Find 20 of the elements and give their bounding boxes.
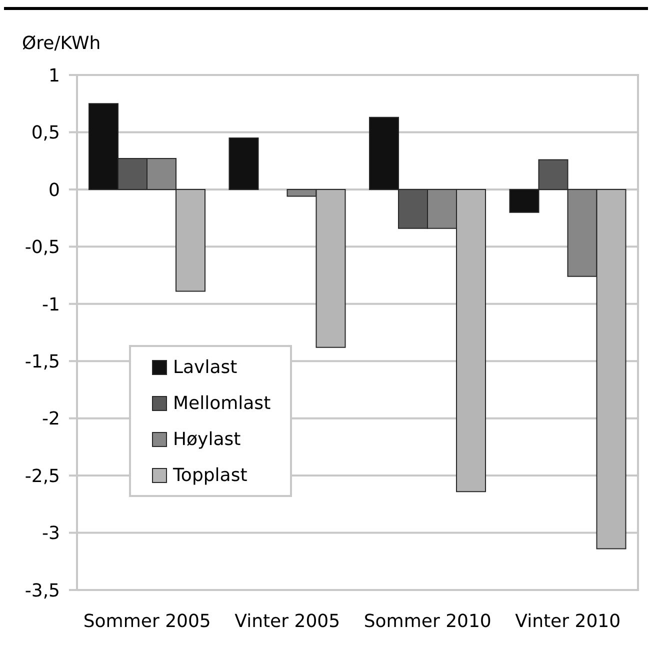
y-tick-label: 0,5 — [31, 122, 60, 144]
y-tick-label: 1 — [48, 65, 60, 86]
x-tick-label: Vinter 2010 — [515, 610, 621, 632]
legend-label: Mellomlast — [173, 392, 271, 414]
y-tick-label: -3,5 — [24, 580, 60, 602]
y-tick-label: -1,5 — [24, 352, 60, 372]
y-tick-label: -2 — [42, 408, 60, 430]
y-tick-label: 0 — [48, 180, 60, 201]
y-tick-label: -1 — [42, 294, 60, 316]
x-tick-label: Vinter 2005 — [234, 610, 340, 632]
legend-label: Høylast — [173, 428, 241, 450]
x-tick-label: Sommer 2005 — [83, 610, 211, 632]
y-tick-label: -2,5 — [24, 466, 60, 487]
legend-label: Topplast — [173, 464, 248, 486]
legend-label: Lavlast — [173, 356, 238, 378]
x-tick-label: Sommer 2010 — [364, 610, 492, 632]
y-tick-label: -0,5 — [24, 237, 60, 258]
bar — [228, 137, 259, 190]
y-tick-label: -3 — [42, 523, 60, 544]
y-axis-title: Øre/KWh — [22, 33, 101, 54]
